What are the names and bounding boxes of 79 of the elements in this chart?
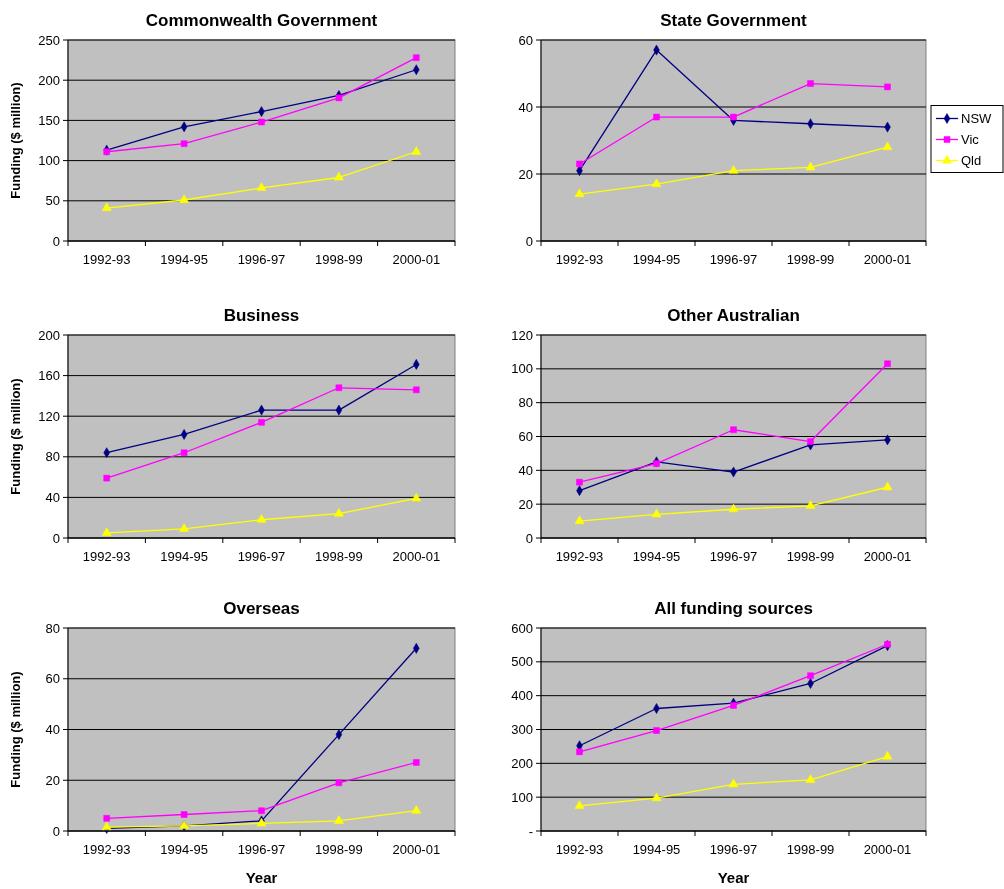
y-tick-label: 60: [45, 671, 60, 687]
y-tick-label: 500: [511, 654, 533, 670]
x-tick-label: 2000-01: [863, 252, 912, 267]
y-tick-label: 100: [38, 153, 60, 169]
legend-label: Vic: [961, 132, 980, 148]
x-tick-label: 1998-99: [786, 549, 835, 564]
chart-title: Commonwealth Government: [145, 11, 378, 30]
x-tick-label: 1994-95: [632, 842, 681, 857]
chart-title: Overseas: [223, 599, 300, 618]
legend-label: Qld: [961, 153, 982, 169]
x-tick-label: 1992-93: [82, 252, 131, 267]
y-tick-label: 250: [38, 32, 60, 48]
legend-label: NSW: [961, 111, 993, 127]
y-tick-label: 200: [38, 72, 60, 88]
x-tick-label: 2000-01: [392, 252, 441, 267]
y-tick-label: 150: [38, 112, 60, 128]
x-tick-label: 1996-97: [237, 842, 286, 857]
x-tick-label: 1996-97: [709, 549, 758, 564]
y-tick-label: 80: [45, 449, 60, 465]
y-tick-label: 40: [45, 722, 60, 738]
y-tick-label: 60: [518, 32, 533, 48]
chart-title: Other Australian: [667, 306, 800, 325]
y-tick-label: 0: [52, 823, 60, 839]
y-axis-title: Funding ($ million): [8, 378, 23, 495]
y-tick-label: -: [528, 823, 533, 839]
x-tick-label: 1994-95: [160, 842, 208, 857]
y-tick-label: 200: [511, 755, 533, 771]
y-axis-title: Funding ($ million): [8, 82, 23, 199]
chart-title: All funding sources: [654, 599, 813, 618]
x-tick-label: 2000-01: [863, 549, 912, 564]
y-axis-title: Funding ($ million): [8, 671, 23, 788]
y-tick-label: 300: [511, 722, 533, 738]
x-tick-label: 1994-95: [632, 252, 681, 267]
x-tick-label: 1992-93: [555, 842, 604, 857]
y-tick-label: 120: [511, 327, 533, 343]
y-tick-label: 80: [45, 620, 60, 636]
y-tick-label: 120: [38, 408, 60, 424]
y-tick-label: 100: [511, 361, 533, 377]
x-tick-label: 1996-97: [709, 842, 758, 857]
x-tick-label: 1998-99: [786, 252, 835, 267]
y-tick-label: 20: [518, 496, 533, 512]
x-tick-label: 1998-99: [315, 549, 363, 564]
x-tick-label: 1996-97: [237, 252, 286, 267]
x-axis-title: Year: [717, 869, 750, 886]
y-tick-label: 0: [52, 233, 60, 249]
y-tick-label: 0: [525, 530, 533, 546]
x-tick-label: 1998-99: [315, 252, 363, 267]
y-tick-label: 200: [38, 327, 60, 343]
x-tick-label: 1994-95: [632, 549, 681, 564]
x-tick-label: 2000-01: [392, 549, 441, 564]
x-tick-label: 1996-97: [237, 549, 286, 564]
chart-title: Business: [223, 306, 300, 325]
y-tick-label: 20: [45, 772, 60, 788]
y-tick-label: 80: [518, 395, 533, 411]
y-tick-label: 50: [45, 193, 60, 209]
x-tick-label: 2000-01: [392, 842, 441, 857]
y-tick-label: 60: [518, 429, 533, 445]
y-tick-label: 0: [52, 530, 60, 546]
x-tick-label: 2000-01: [863, 842, 912, 857]
x-tick-label: 1994-95: [160, 549, 208, 564]
y-tick-label: 40: [518, 99, 533, 115]
x-tick-label: 1998-99: [786, 842, 835, 857]
y-tick-label: 100: [511, 789, 533, 805]
x-tick-label: 1992-93: [555, 252, 604, 267]
x-tick-label: 1992-93: [82, 842, 131, 857]
x-tick-label: 1992-93: [555, 549, 604, 564]
y-tick-label: 600: [511, 620, 533, 636]
x-tick-label: 1996-97: [709, 252, 758, 267]
x-axis-title: Year: [245, 869, 278, 886]
y-tick-label: 400: [511, 688, 533, 704]
y-tick-label: 0: [525, 233, 533, 249]
x-tick-label: 1998-99: [315, 842, 363, 857]
x-tick-label: 1994-95: [160, 252, 208, 267]
y-tick-label: 160: [38, 368, 60, 384]
y-tick-label: 20: [518, 166, 533, 182]
chart-title: State Government: [660, 11, 808, 30]
x-tick-label: 1992-93: [82, 549, 131, 564]
y-tick-label: 40: [45, 489, 60, 505]
y-tick-label: 40: [518, 462, 533, 478]
